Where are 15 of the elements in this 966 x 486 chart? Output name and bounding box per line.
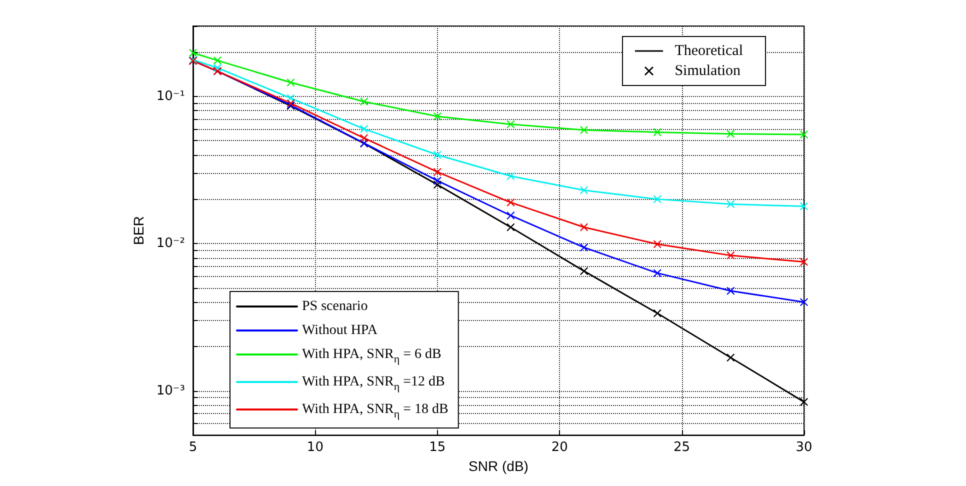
legend-label: Without HPA [302,323,378,338]
legend-label: PS scenario [302,299,368,314]
legend-label: Simulation [674,62,741,80]
x-axis-title: SNR (dB) [468,458,528,474]
y-tick-label: 10⁻² [156,236,185,252]
x-tick-label: 10 [306,440,324,456]
x-tick-label: 15 [429,440,446,456]
y-tick-label: 10⁻¹ [156,88,185,104]
x-tick-label: 5 [188,440,198,456]
x-tick-label: 30 [796,440,812,456]
y-tick-label: 10⁻³ [156,383,185,398]
x-tick-label: 20 [551,440,568,456]
y-axis-title: BER [130,216,146,245]
x-tick-label: 25 [674,440,690,456]
legend-label: Theoretical [674,42,743,60]
